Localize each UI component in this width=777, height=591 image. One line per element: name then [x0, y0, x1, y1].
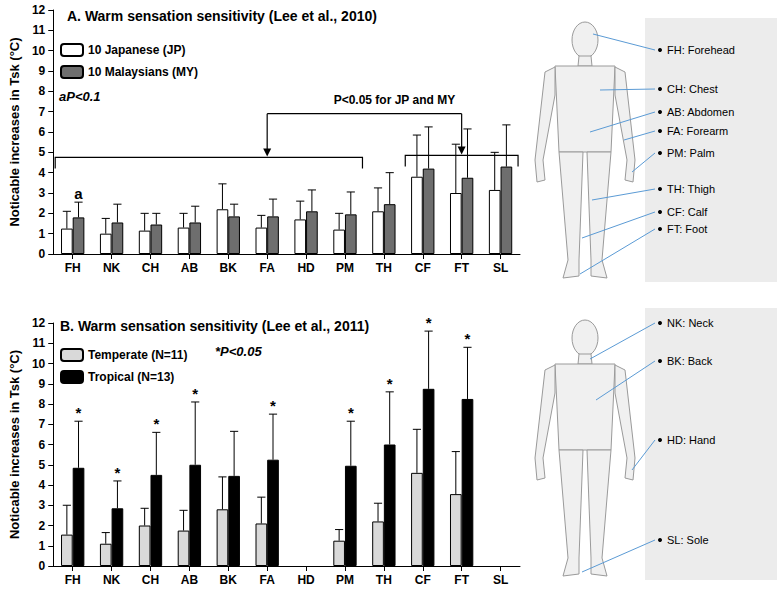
svg-text:1: 1 [39, 539, 46, 553]
svg-text:11: 11 [33, 23, 46, 37]
svg-text:B. Warm sensation sensitivity: B. Warm sensation sensitivity (Lee et al… [60, 318, 369, 334]
svg-text:10 Japanese (JP): 10 Japanese (JP) [88, 43, 185, 57]
svg-text:1: 1 [39, 227, 46, 241]
svg-text:FH: Forehead: FH: Forehead [667, 44, 735, 56]
svg-text:aP<0.1: aP<0.1 [59, 89, 101, 104]
svg-text:FT: Foot: FT: Foot [667, 223, 707, 235]
svg-text:Temperate (N=11): Temperate (N=11) [88, 348, 188, 362]
svg-text:*: * [115, 464, 121, 481]
svg-text:*: * [192, 385, 198, 402]
svg-text:CH: CH [142, 573, 159, 587]
svg-text:A. Warm sensation sensitivity: A. Warm sensation sensitivity (Lee et al… [67, 8, 377, 24]
svg-text:2: 2 [39, 519, 46, 533]
svg-text:3: 3 [39, 498, 46, 512]
svg-text:0: 0 [39, 559, 46, 573]
svg-text:12: 12 [32, 3, 46, 17]
svg-text:Tropical (N=13): Tropical (N=13) [88, 370, 174, 384]
svg-text:BK: BK [220, 573, 238, 587]
svg-text:CF: CF [415, 261, 431, 275]
svg-text:FH: FH [65, 261, 81, 275]
svg-text:HD: HD [297, 261, 315, 275]
svg-text:9: 9 [39, 377, 46, 391]
svg-text:*: * [153, 415, 159, 432]
svg-text:AB: AB [181, 573, 199, 587]
svg-text:FH: FH [65, 573, 81, 587]
svg-text:CH: Chest: CH: Chest [667, 83, 718, 95]
svg-text:AB: AB [181, 261, 199, 275]
svg-text:5: 5 [39, 145, 46, 159]
svg-text:4: 4 [39, 166, 46, 180]
svg-text:7: 7 [39, 417, 46, 431]
svg-text:FA: FA [260, 573, 276, 587]
svg-text:TH: Thigh: TH: Thigh [667, 183, 715, 195]
svg-text:11: 11 [33, 336, 46, 350]
svg-text:Noticable increases in Tsk (°C: Noticable increases in Tsk (°C) [7, 350, 22, 539]
svg-text:10: 10 [32, 357, 46, 371]
svg-text:8: 8 [39, 84, 46, 98]
svg-text:Noticable increases in Tsk (°C: Noticable increases in Tsk (°C) [7, 37, 22, 226]
svg-text:PM: PM [336, 573, 354, 587]
svg-text:SL: SL [493, 573, 508, 587]
svg-text:SL: SL [493, 261, 508, 275]
svg-text:10: 10 [32, 44, 46, 58]
svg-text:SL: Sole: SL: Sole [667, 534, 709, 546]
svg-text:9: 9 [39, 64, 46, 78]
svg-text:a: a [74, 185, 83, 202]
svg-text:6: 6 [39, 125, 46, 139]
svg-text:PM: Palm: PM: Palm [667, 147, 715, 159]
svg-text:AB: Abdomen: AB: Abdomen [667, 106, 734, 118]
svg-text:NK: NK [103, 261, 121, 275]
svg-text:P<0.05 for JP and MY: P<0.05 for JP and MY [334, 93, 456, 107]
svg-text:PM: PM [336, 261, 354, 275]
svg-text:5: 5 [39, 458, 46, 472]
svg-text:BK: BK [220, 261, 238, 275]
svg-text:FT: FT [454, 261, 469, 275]
svg-text:2: 2 [39, 206, 46, 220]
svg-text:TH: TH [376, 261, 392, 275]
svg-text:*: * [348, 404, 354, 421]
svg-text:12: 12 [32, 316, 46, 330]
svg-text:TH: TH [376, 573, 392, 587]
svg-text:*: * [76, 404, 82, 421]
svg-text:BK: Back: BK: Back [667, 355, 713, 367]
svg-text:NK: NK [103, 573, 121, 587]
svg-text:CF: Calf: CF: Calf [667, 206, 708, 218]
svg-text:0: 0 [39, 247, 46, 261]
svg-text:*: * [465, 330, 471, 347]
svg-text:10 Malaysians (MY): 10 Malaysians (MY) [88, 65, 198, 79]
svg-text:6: 6 [39, 438, 46, 452]
svg-text:FA: Forearm: FA: Forearm [667, 125, 728, 137]
svg-text:CF: CF [415, 573, 431, 587]
svg-text:3: 3 [39, 186, 46, 200]
svg-text:FT: FT [454, 573, 469, 587]
svg-text:HD: Hand: HD: Hand [667, 434, 715, 446]
svg-text:NK: Neck: NK: Neck [667, 317, 714, 329]
svg-text:*P<0.05: *P<0.05 [215, 344, 262, 359]
svg-text:*: * [387, 375, 393, 392]
svg-text:4: 4 [39, 478, 46, 492]
svg-text:7: 7 [39, 105, 46, 119]
svg-text:8: 8 [39, 397, 46, 411]
svg-text:*: * [426, 314, 432, 331]
svg-text:*: * [270, 397, 276, 414]
svg-text:FA: FA [260, 261, 276, 275]
svg-text:CH: CH [142, 261, 159, 275]
svg-text:HD: HD [297, 573, 315, 587]
